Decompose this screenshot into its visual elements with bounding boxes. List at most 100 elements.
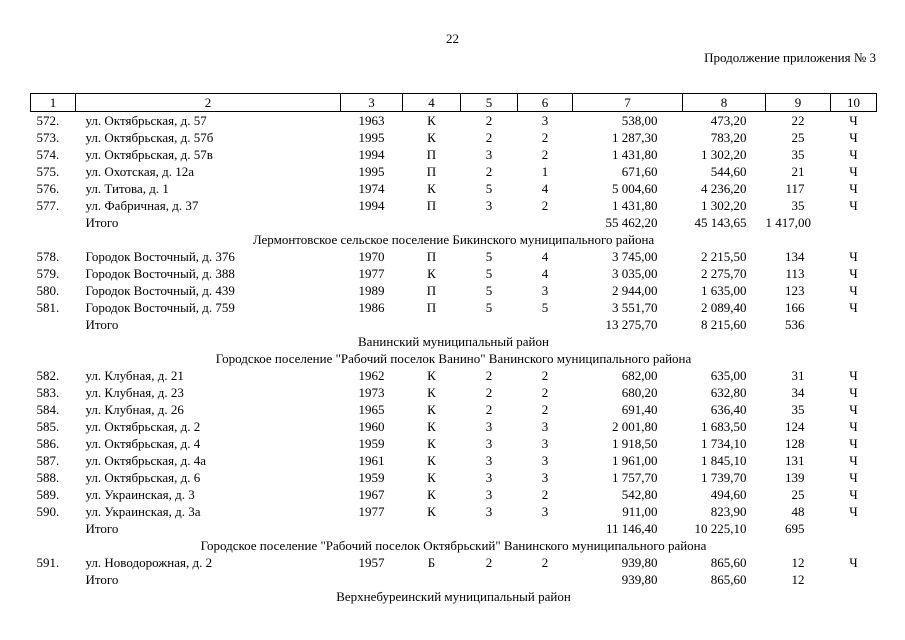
total-cell	[403, 520, 461, 537]
table-row: 577. ул. Фабричная, д. 37 1994 П 3 2 1 431,80 1…	[31, 197, 877, 214]
table-cell: 3	[541, 419, 549, 434]
table-cell: 25	[791, 130, 805, 145]
table-cell: 584.	[36, 402, 60, 417]
table-cell: Ч	[849, 249, 858, 264]
table-cell: 586.	[36, 436, 60, 451]
table-cell: ул. Украинская, д. 3а	[85, 504, 201, 519]
total-cell	[831, 316, 877, 333]
table-cell: К	[427, 368, 436, 383]
total-cell	[518, 316, 573, 333]
table-cell: 583.	[36, 385, 60, 400]
table-cell: 3	[541, 470, 549, 485]
table-cell: ул. Клубная, д. 26	[85, 402, 184, 417]
table-cell: К	[427, 470, 436, 485]
table-cell: ул. Украинская, д. 3	[85, 487, 195, 502]
table-cell: 1995	[358, 164, 385, 179]
total-cell	[341, 571, 403, 588]
table-cell: 1 635,00	[701, 283, 747, 298]
table-cell: ул. Октябрьская, д. 4а	[85, 453, 207, 468]
table-cell: 1 918,50	[612, 436, 658, 451]
table-cell: 117	[785, 181, 805, 196]
table-cell: 2	[541, 147, 549, 162]
total-cell: 865,60	[710, 572, 747, 587]
header-col-8: 8	[682, 93, 766, 112]
total-cell	[831, 571, 877, 588]
table-cell: П	[426, 147, 437, 162]
table-cell: 939,80	[621, 555, 658, 570]
table-cell: 1 739,70	[701, 470, 747, 485]
total-cell: 8 215,60	[701, 317, 747, 332]
table-cell: 576.	[36, 181, 60, 196]
table-cell: 1989	[358, 283, 385, 298]
total-cell	[341, 316, 403, 333]
table-cell: Городок Восточный, д. 376	[85, 249, 235, 264]
table-cell: ул. Октябрьская, д. 6	[85, 470, 201, 485]
table-cell: 1 302,20	[701, 147, 747, 162]
table-cell: 2 944,00	[612, 283, 658, 298]
table-cell: Ч	[849, 300, 858, 315]
table-cell: ул. Клубная, д. 23	[85, 385, 184, 400]
table-cell: Ч	[849, 181, 858, 196]
table-cell: 2	[485, 385, 493, 400]
total-cell	[403, 571, 461, 588]
table-cell: 131	[785, 453, 805, 468]
table-cell: Ч	[849, 504, 858, 519]
total-cell	[831, 520, 877, 537]
table-row: 580. Городок Восточный, д. 439 1989 П 5 3 2 94…	[31, 282, 877, 299]
table-cell: 911,00	[622, 504, 658, 519]
table-cell: 22	[791, 113, 805, 128]
table-cell: 5	[485, 181, 493, 196]
table-row: 587. ул. Октябрьская, д. 4а 1961 К 3 3 1 961,0…	[31, 452, 877, 469]
total-cell: Итого	[85, 521, 119, 536]
table-cell: 580.	[36, 283, 60, 298]
total-cell: 13 275,70	[605, 317, 658, 332]
table-cell: ул. Октябрьская, д. 2	[85, 419, 201, 434]
table-cell: 1995	[358, 130, 385, 145]
table-cell: К	[427, 130, 436, 145]
table-cell: 128	[785, 436, 805, 451]
table-cell: ул. Фабричная, д. 37	[85, 198, 199, 213]
header-col-4: 4	[402, 93, 461, 112]
table-cell: 473,20	[710, 113, 747, 128]
table-cell: 3	[485, 504, 493, 519]
table-cell: 3	[485, 453, 493, 468]
table-cell: 166	[785, 300, 805, 315]
total-cell	[403, 316, 461, 333]
table-cell: 1994	[358, 147, 385, 162]
table-cell: 588.	[36, 470, 60, 485]
table-row: 590. ул. Украинская, д. 3а 1977 К 3 3 911,00 82…	[31, 503, 877, 520]
total-cell: 55 462,20	[605, 215, 658, 230]
continuation-note: Продолжение приложения № 3	[704, 50, 876, 65]
table-cell: 494,60	[710, 487, 747, 502]
table-cell: Ч	[849, 470, 858, 485]
table-cell: 1986	[358, 300, 385, 315]
table-cell: К	[427, 402, 436, 417]
table-cell: 573.	[36, 130, 60, 145]
total-cell: 12	[791, 572, 805, 587]
table-cell: 3	[541, 283, 549, 298]
table-cell: 1970	[358, 249, 385, 264]
table-cell: 1967	[358, 487, 385, 502]
total-cell: 939,80	[621, 572, 658, 587]
table-cell: Ч	[849, 453, 858, 468]
table-cell: 2 001,80	[612, 419, 658, 434]
total-cell: 695	[785, 521, 805, 536]
table-cell: 2	[541, 130, 549, 145]
section-row: Городское поселение "Рабочий поселок Окт…	[31, 537, 877, 554]
table-cell: 1 845,10	[701, 453, 747, 468]
table-cell: 1 757,70	[612, 470, 658, 485]
table-cell: 2	[541, 555, 549, 570]
table-cell: 3 745,00	[612, 249, 658, 264]
total-cell: Итого	[85, 317, 119, 332]
section-row: Верхнебуреинский муниципальный район	[31, 588, 877, 605]
table-cell: Ч	[849, 147, 858, 162]
table-cell: 823,90	[710, 504, 747, 519]
table-cell: 2	[541, 198, 549, 213]
table-cell: 3 035,00	[612, 266, 658, 281]
total-row: Итого 939,80 865,60 12	[31, 571, 877, 588]
total-cell	[461, 571, 518, 588]
table-cell: 544,60	[710, 164, 747, 179]
table-cell: 591.	[36, 555, 60, 570]
header-col-9: 9	[765, 93, 831, 112]
